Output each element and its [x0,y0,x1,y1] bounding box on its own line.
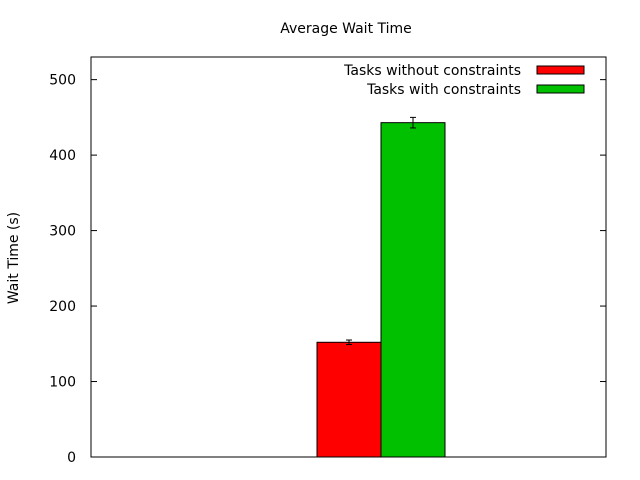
chart-title: Average Wait Time [280,21,412,37]
legend-swatch-2 [536,84,585,94]
y-tick-label: 300 [49,224,76,240]
legend-swatch-1 [536,65,585,75]
y-tick-label: 200 [49,299,76,315]
bar-2 [380,122,446,458]
bars [316,116,446,458]
y-axis-label: Wait Time (s) [6,212,22,304]
legend-label-1: Tasks without constraints [343,63,521,79]
y-tick-label: 400 [49,148,76,164]
y-tick-label: 0 [67,450,76,466]
legend-label-2: Tasks with constraints [366,82,521,98]
legend: Tasks without constraints Tasks with cons… [343,63,585,98]
error-bar-2 [410,116,416,129]
y-axis-ticks: 0 100 200 300 400 500 [49,73,606,466]
bar-1 [316,341,382,458]
y-tick-label: 500 [49,73,76,89]
y-tick-label: 100 [49,375,76,391]
error-bar-1 [346,339,352,346]
